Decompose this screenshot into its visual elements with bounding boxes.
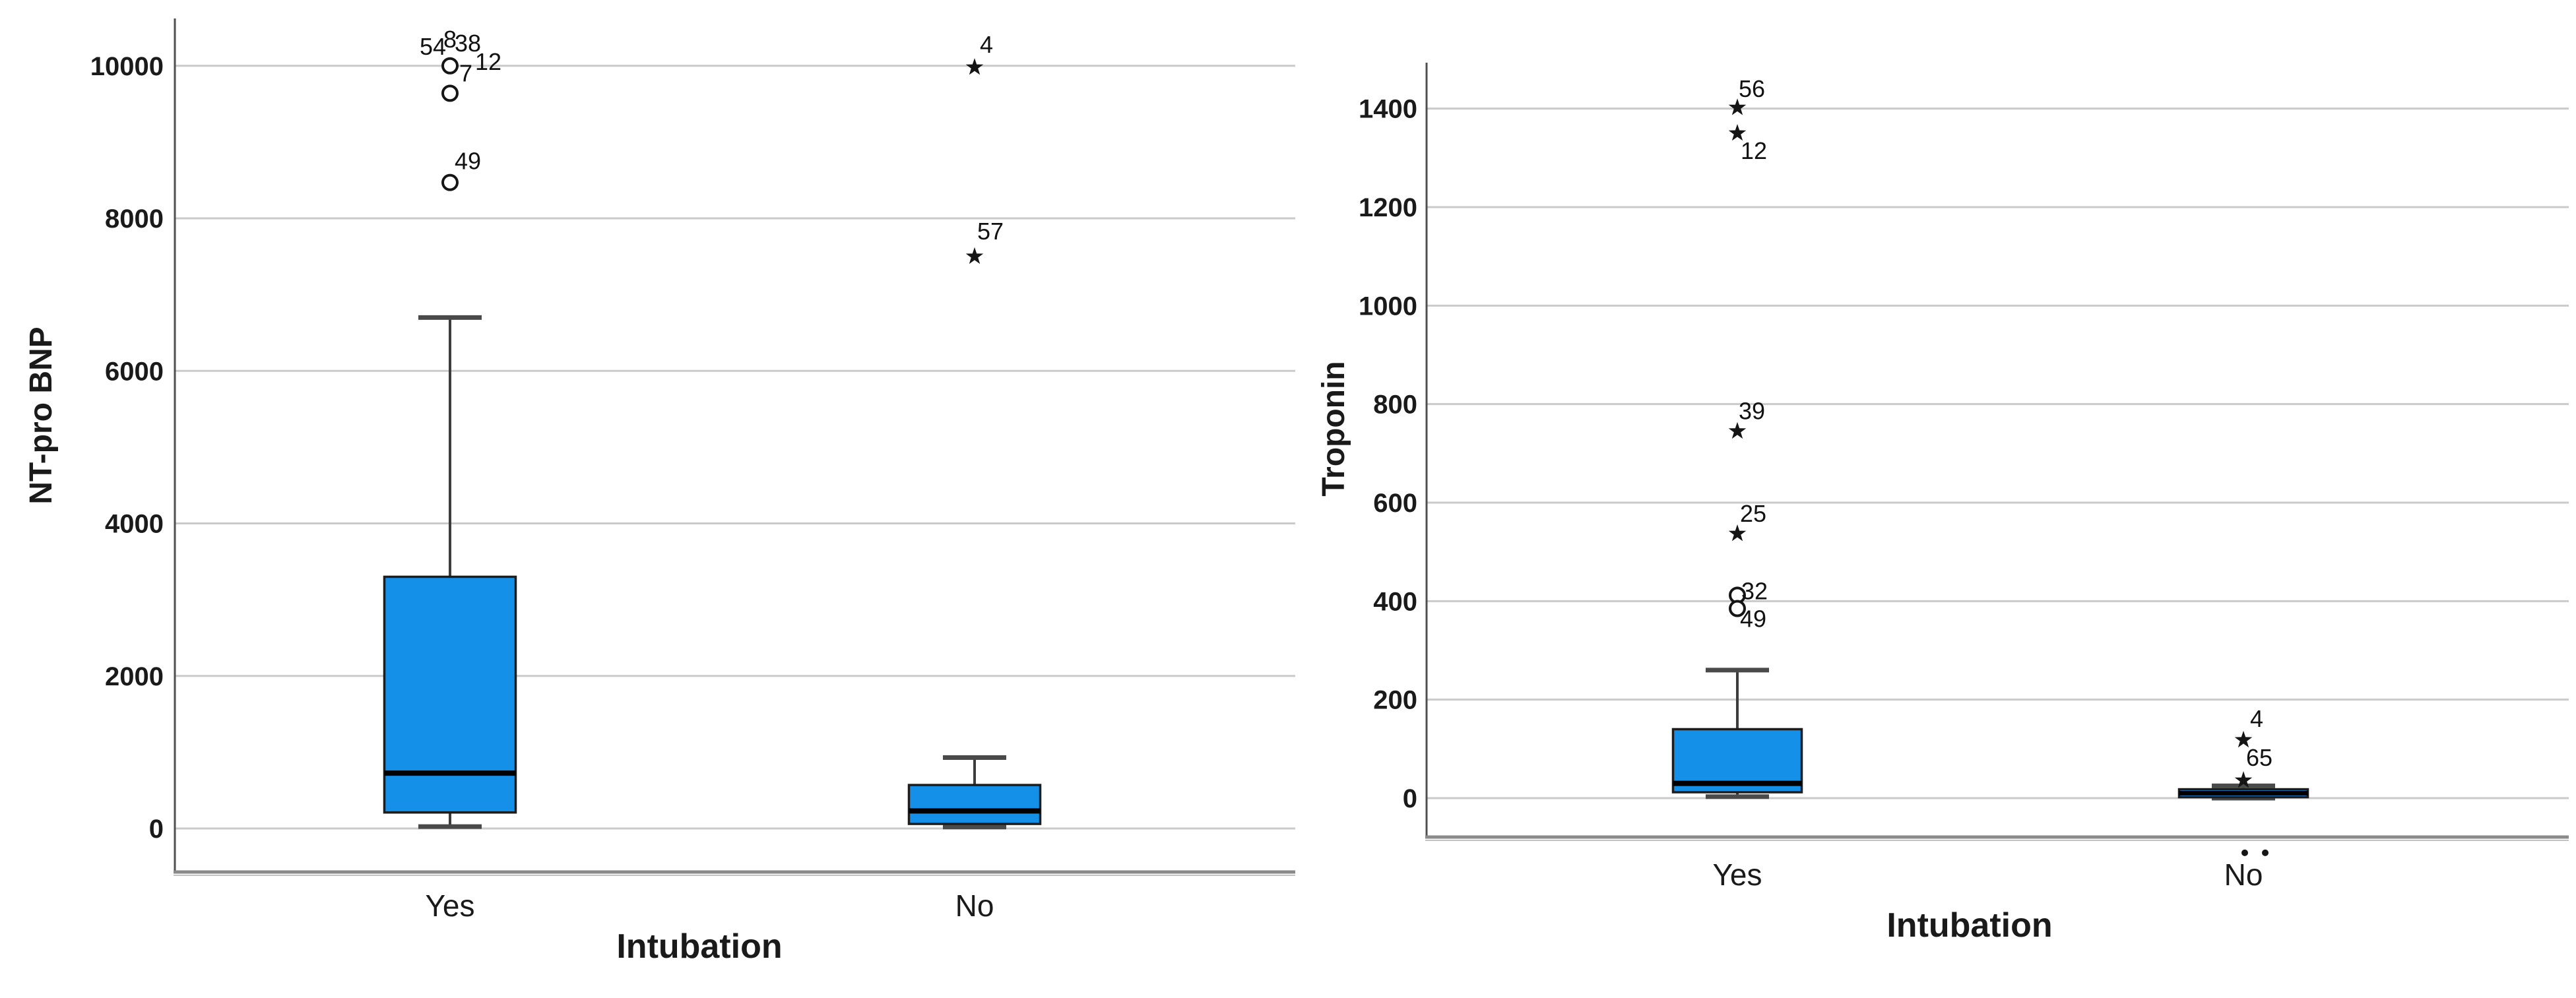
y-tick-label: 1200 — [1359, 193, 1417, 222]
extreme-star-marker — [1728, 421, 1747, 439]
outlier-case-label: 12 — [1741, 137, 1767, 164]
outlier-case-label: 39 — [1739, 398, 1765, 425]
extreme-star-marker — [965, 58, 984, 75]
outlier-case-label: 49 — [455, 148, 481, 175]
y-tick-label: 6000 — [105, 357, 164, 386]
x-axis-title: Intubation — [1886, 906, 2052, 945]
outlier-case-label: 8 — [443, 26, 457, 53]
extreme-star-marker — [965, 247, 984, 265]
y-tick-label: 8000 — [105, 204, 164, 234]
x-category-label: Yes — [425, 889, 474, 923]
outlier-case-label: 7 — [459, 59, 472, 86]
outlier-case-label: 54 — [420, 33, 446, 60]
outlier-case-label: 25 — [1740, 500, 1766, 527]
outlier-circle-marker — [441, 84, 459, 102]
outlier-case-label: 38 — [455, 30, 481, 57]
box-iqr — [383, 575, 517, 814]
outlier-case-label: 4 — [980, 31, 993, 58]
outlier-case-label: 49 — [1740, 606, 1766, 633]
y-axis-title: NT-pro BNP — [24, 327, 59, 504]
y-tick-label: 1000 — [1359, 292, 1417, 321]
y-tick-label: 10000 — [90, 52, 164, 81]
clipped-dot-marker — [2241, 849, 2248, 856]
outlier-case-label: 12 — [475, 48, 501, 75]
extreme-star-marker — [2234, 730, 2253, 748]
outlier-circle-marker — [1729, 600, 1746, 617]
y-tick-label: 0 — [149, 815, 164, 844]
y-tick-label: 800 — [1373, 390, 1417, 420]
box-iqr — [907, 784, 1042, 825]
extreme-star-marker — [1728, 124, 1747, 141]
outlier-circle-marker — [441, 173, 459, 191]
extreme-star-marker — [1728, 98, 1747, 115]
x-axis-title: Intubation — [616, 927, 782, 966]
outlier-case-label: 57 — [977, 218, 1004, 245]
y-tick-label: 0 — [1403, 784, 1417, 813]
x-category-label: Yes — [1712, 858, 1762, 892]
clipped-dot-marker — [2262, 849, 2269, 856]
extreme-star-marker — [2234, 771, 2253, 788]
outlier-circle-marker — [441, 57, 459, 75]
outlier-case-label: 4 — [2250, 705, 2263, 732]
y-tick-label: 600 — [1373, 489, 1417, 518]
outlier-case-label: 65 — [2246, 744, 2272, 771]
extreme-star-marker — [1728, 524, 1747, 542]
x-category-label: No — [2224, 858, 2263, 892]
outlier-case-label: 32 — [1741, 577, 1768, 604]
y-tick-label: 2000 — [105, 662, 164, 691]
y-tick-label: 1400 — [1359, 95, 1417, 124]
y-tick-label: 400 — [1373, 587, 1417, 616]
y-tick-label: 200 — [1373, 686, 1417, 715]
outlier-case-label: 56 — [1739, 75, 1765, 102]
y-axis-title: Troponin — [1316, 361, 1351, 496]
x-category-label: No — [955, 889, 994, 923]
y-tick-label: 4000 — [105, 510, 164, 539]
